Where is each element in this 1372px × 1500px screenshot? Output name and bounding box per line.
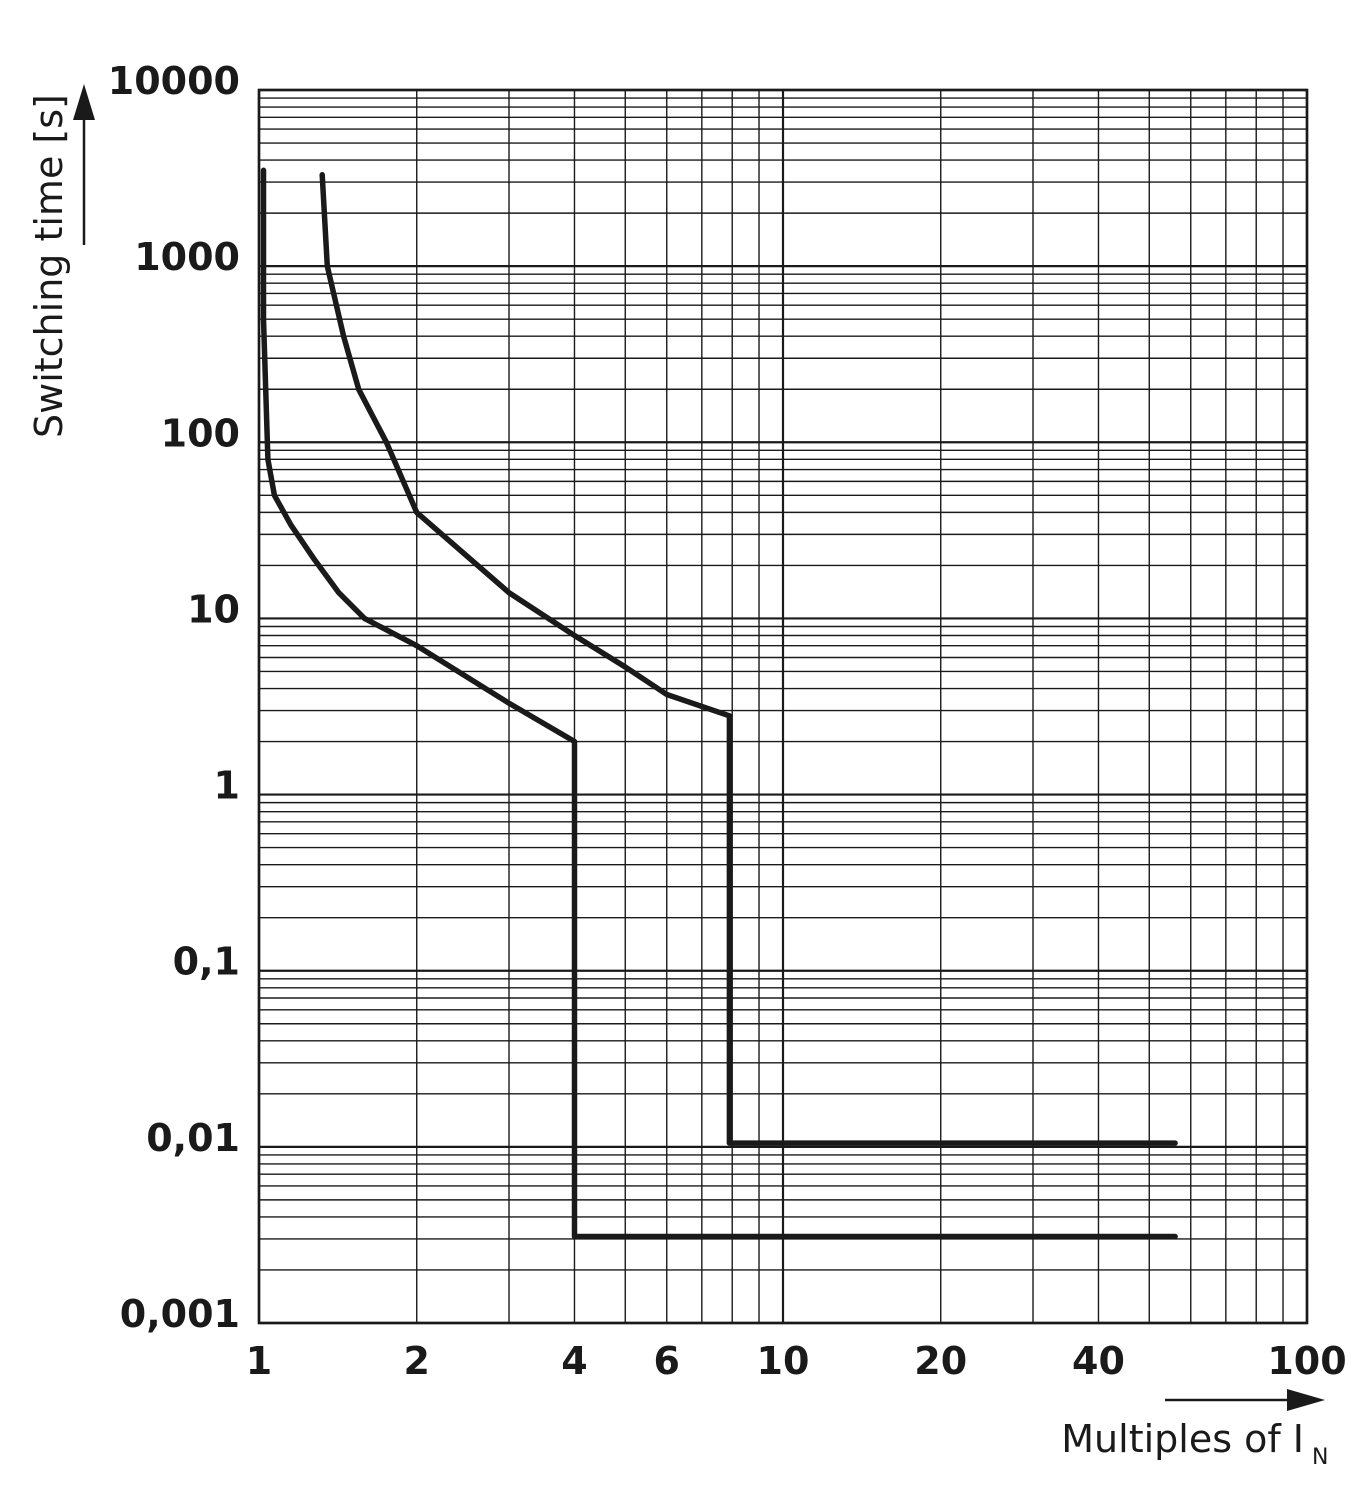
series-line-1: [260, 167, 1178, 1240]
x-axis-title-group: Multiples of I N: [1061, 1389, 1328, 1470]
y-tick-label: 1000: [134, 235, 240, 279]
x-tick-label: 100: [1267, 1339, 1346, 1383]
x-tick-label: 40: [1072, 1339, 1125, 1383]
y-tick-label: 0,01: [146, 1116, 240, 1160]
x-tick-label: 6: [654, 1339, 680, 1383]
x-axis-title: Multiples of I: [1061, 1417, 1304, 1461]
x-axis-title-subscript: N: [1312, 1445, 1328, 1470]
y-tick-label: 0,1: [173, 940, 240, 984]
series-line-2: [319, 172, 1178, 1146]
y-axis-title: Switching time [s]: [27, 94, 71, 438]
y-tick-label: 0,001: [120, 1292, 240, 1336]
y-axis-arrow-head: [73, 84, 95, 120]
y-tick-label: 1: [214, 764, 240, 808]
y-tick-label: 10000: [108, 59, 240, 103]
grid: [257, 88, 1309, 1325]
x-tick-label: 1: [246, 1339, 272, 1383]
y-tick-label: 10: [187, 587, 240, 631]
y-tick-label: 100: [161, 411, 240, 455]
y-axis-title-group: Switching time [s]: [27, 84, 95, 438]
x-tick-label: 2: [404, 1339, 430, 1383]
plot-frame: [257, 88, 1309, 1325]
x-tick-label: 10: [757, 1339, 810, 1383]
x-axis-title-main: Multiples of I: [1061, 1417, 1304, 1461]
x-tick-label: 4: [561, 1339, 587, 1383]
tick-labels: 1 2 4 6 10 20 40 100 10000 1000 100 10 1 0,1 0,01 0,001: [108, 59, 1347, 1383]
series-group: [260, 167, 1178, 1240]
x-tick-label: 20: [914, 1339, 967, 1383]
x-axis-arrow-head: [1287, 1389, 1325, 1411]
